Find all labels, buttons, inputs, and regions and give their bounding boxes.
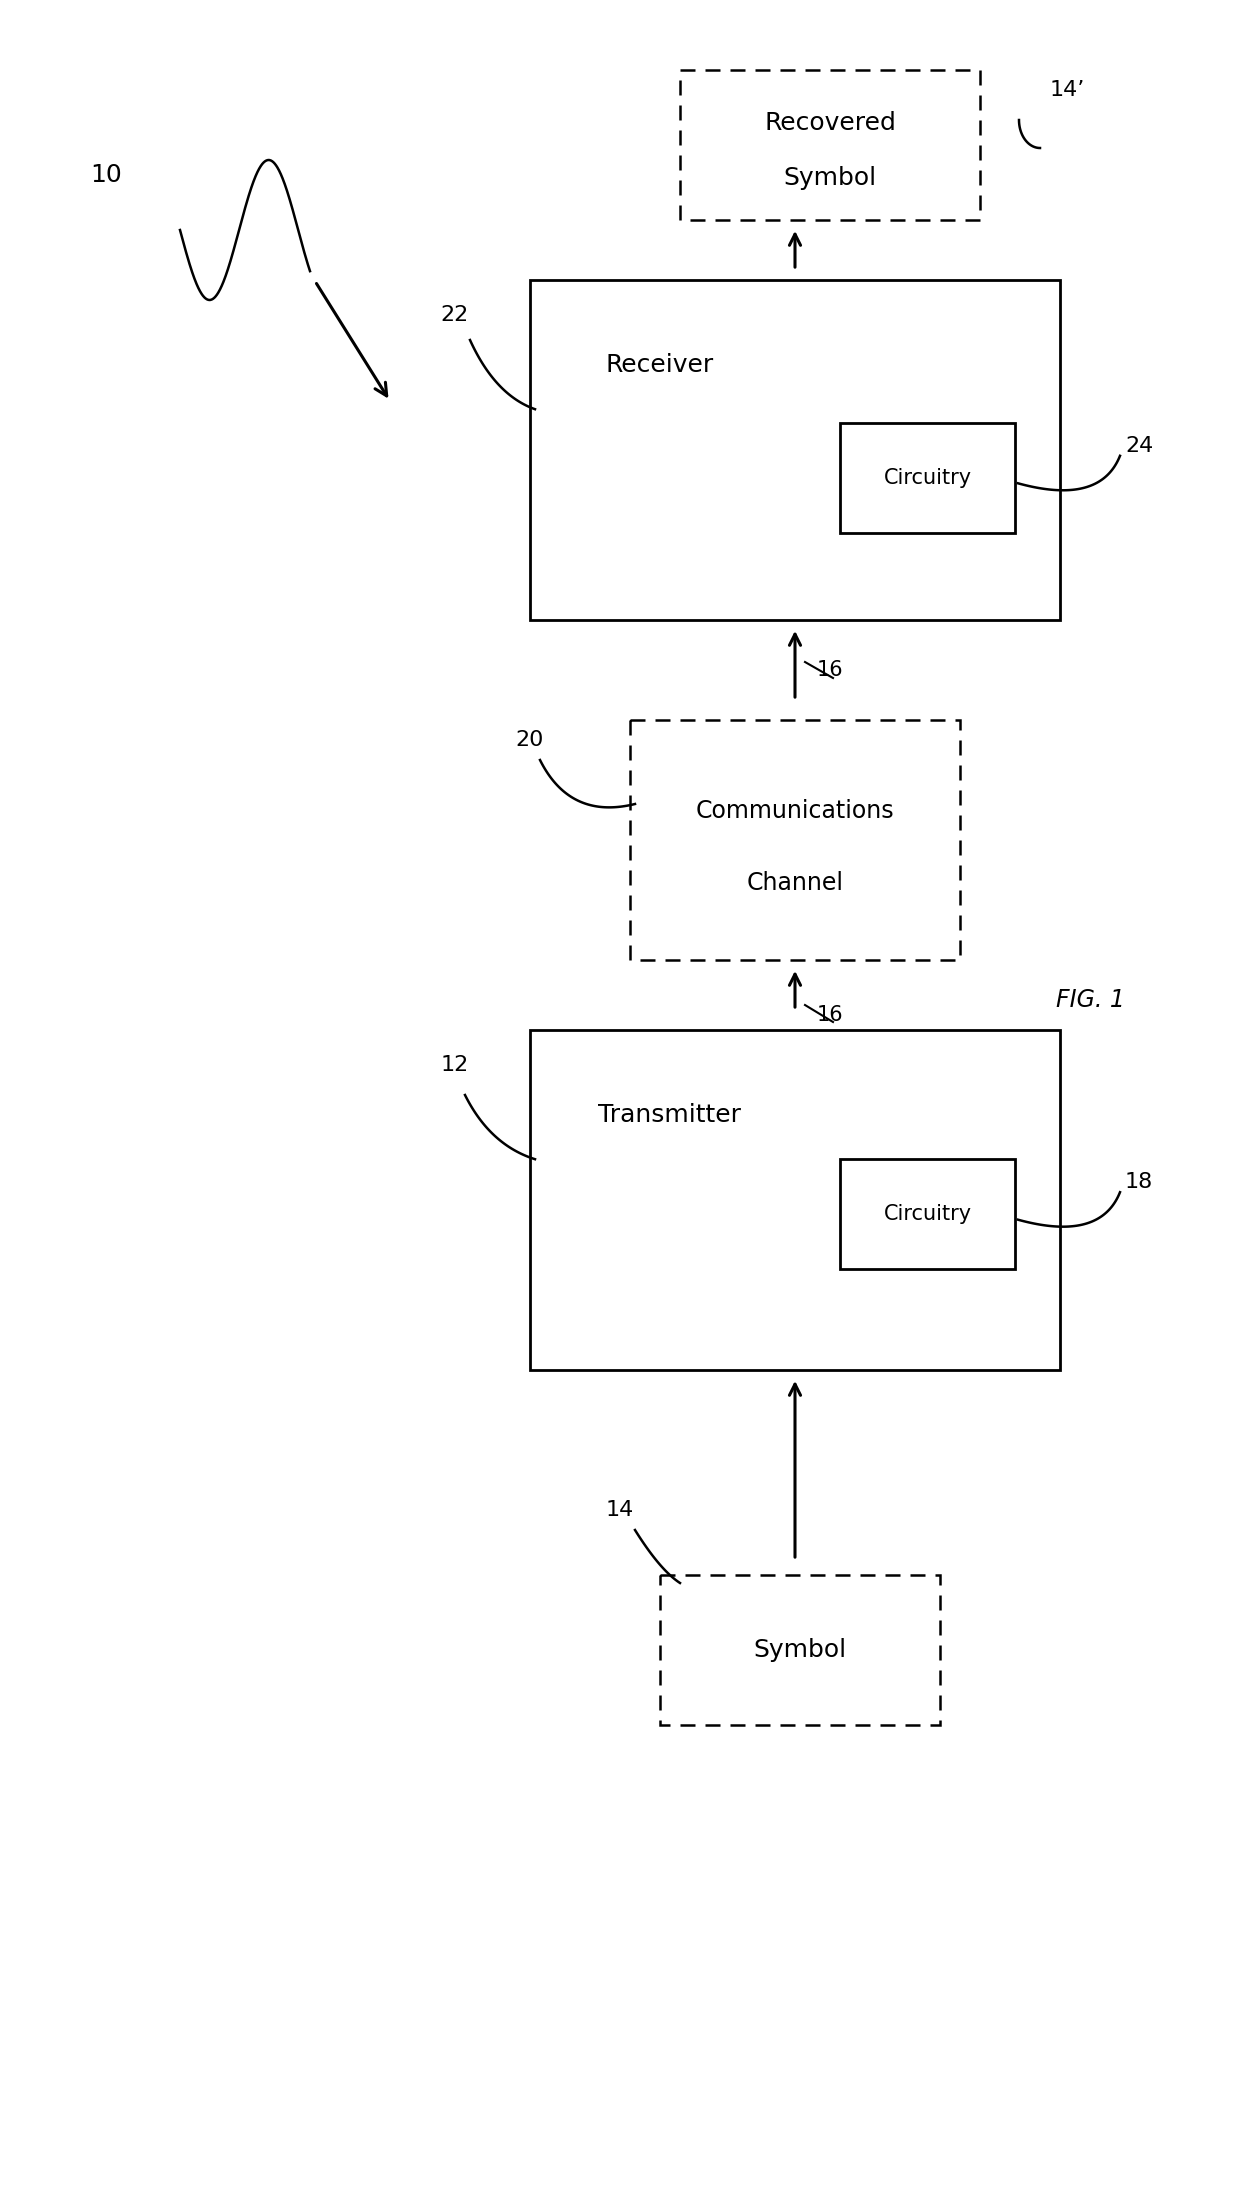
Text: 16: 16 bbox=[817, 1004, 843, 1024]
Bar bbox=[630, 719, 960, 960]
Text: Circuitry: Circuitry bbox=[883, 1203, 972, 1223]
Bar bbox=[839, 1159, 1016, 1270]
Text: 22: 22 bbox=[441, 305, 469, 325]
Text: Circuitry: Circuitry bbox=[883, 467, 972, 489]
Text: Recovered: Recovered bbox=[764, 111, 897, 135]
Text: 20: 20 bbox=[516, 730, 544, 750]
Bar bbox=[660, 1575, 940, 1725]
Text: 24: 24 bbox=[1125, 436, 1153, 456]
Text: 14: 14 bbox=[606, 1500, 634, 1520]
Text: Transmitter: Transmitter bbox=[599, 1104, 742, 1126]
Text: 10: 10 bbox=[91, 164, 122, 188]
Text: Symbol: Symbol bbox=[754, 1639, 847, 1661]
Text: 14’: 14’ bbox=[1050, 80, 1085, 100]
Text: Symbol: Symbol bbox=[784, 166, 877, 190]
Text: Communications: Communications bbox=[696, 799, 894, 823]
Text: 12: 12 bbox=[441, 1055, 469, 1075]
Text: 18: 18 bbox=[1125, 1172, 1153, 1192]
Text: FIG. 1: FIG. 1 bbox=[1055, 989, 1125, 1013]
Bar bbox=[839, 422, 1016, 533]
Bar bbox=[529, 1031, 1060, 1369]
Text: Receiver: Receiver bbox=[606, 354, 714, 376]
Bar bbox=[529, 281, 1060, 619]
Text: Channel: Channel bbox=[746, 872, 843, 896]
Bar bbox=[680, 71, 980, 219]
Text: 16: 16 bbox=[817, 659, 843, 679]
